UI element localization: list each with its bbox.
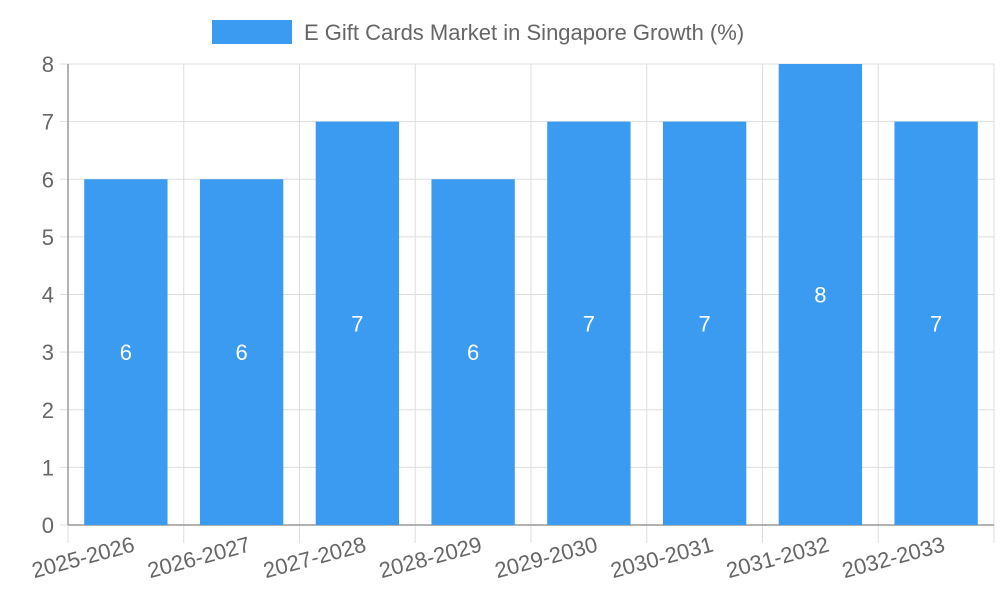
bar-value-label: 7 <box>583 311 595 336</box>
x-tick-label: 2028-2029 <box>376 532 484 583</box>
y-tick-label: 0 <box>42 513 54 538</box>
y-tick-label: 6 <box>42 167 54 192</box>
x-tick-label: 2029-2030 <box>492 532 600 583</box>
bar-value-label: 7 <box>351 311 363 336</box>
bar[interactable] <box>84 179 168 525</box>
bar[interactable] <box>662 121 747 525</box>
legend-label: E Gift Cards Market in Singapore Growth … <box>304 20 744 45</box>
bars <box>84 64 978 525</box>
x-tick-label: 2025-2026 <box>29 532 137 583</box>
y-tick-label: 2 <box>42 398 54 423</box>
y-tick-label: 5 <box>42 225 54 250</box>
x-axis-tick-labels: 2025-2026 2026-2027 2027-2028 2028-2029 2029… <box>29 532 947 583</box>
legend-swatch <box>212 20 292 44</box>
x-tick-label: 2032-2033 <box>839 532 947 583</box>
bar[interactable] <box>199 179 284 525</box>
bar[interactable] <box>315 121 400 525</box>
legend[interactable]: E Gift Cards Market in Singapore Growth … <box>212 20 744 45</box>
y-tick-label: 3 <box>42 340 54 365</box>
bar[interactable] <box>431 179 515 525</box>
y-axis-tick-labels: 0 1 2 3 4 5 6 7 8 <box>42 52 54 538</box>
bar[interactable] <box>894 121 978 525</box>
bar-value-label: 8 <box>814 283 826 308</box>
bar-value-label: 7 <box>930 311 942 336</box>
x-tick-label: 2031-2032 <box>724 532 832 583</box>
bar-value-label: 6 <box>120 340 132 365</box>
y-tick-label: 8 <box>42 52 54 77</box>
bar[interactable] <box>547 121 631 525</box>
y-tick-label: 7 <box>42 110 54 135</box>
y-tick-label: 1 <box>42 455 54 480</box>
data-labels: 6 6 7 6 7 7 8 7 <box>120 283 943 366</box>
bar[interactable] <box>778 64 863 525</box>
x-tick-label: 2026-2027 <box>145 532 253 583</box>
x-tick-label: 2030-2031 <box>608 532 716 583</box>
x-tick-label: 2027-2028 <box>261 532 369 583</box>
bar-value-label: 6 <box>236 340 248 365</box>
bar-value-label: 6 <box>467 340 479 365</box>
bar-value-label: 7 <box>699 311 711 336</box>
y-tick-label: 4 <box>42 283 54 308</box>
